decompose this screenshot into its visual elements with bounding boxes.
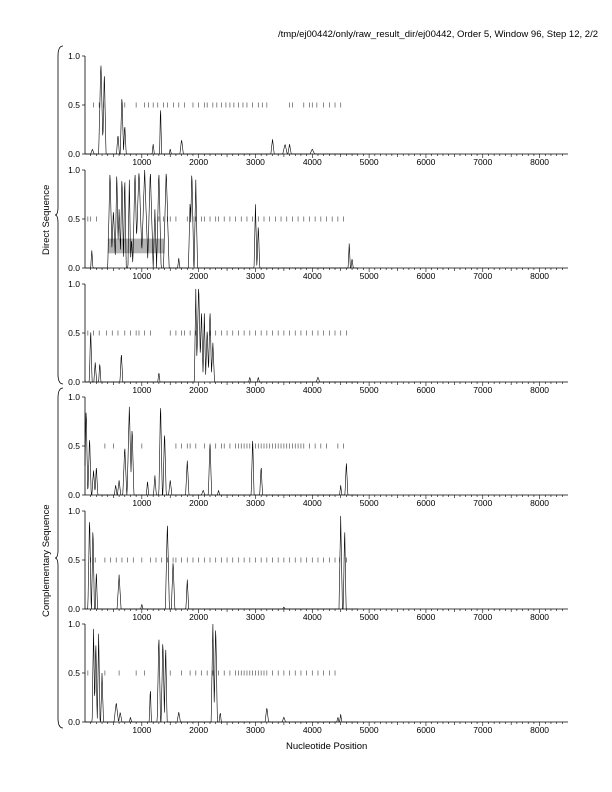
panel-2: 0.0 0.5 1.0 1000 2000 3000 4000 5000 6000 7000 800… xyxy=(68,165,568,281)
x-tick-label: 8000 xyxy=(530,385,549,395)
series-line xyxy=(85,65,358,155)
x-tick-label: 8000 xyxy=(530,612,549,622)
series-line xyxy=(85,169,358,269)
y-tick-label: 0.0 xyxy=(68,604,80,614)
x-tick-label: 6000 xyxy=(416,271,435,281)
x-tick-label: 7000 xyxy=(473,498,492,508)
x-tick-label: 4000 xyxy=(303,498,322,508)
y-tick-label: 0.5 xyxy=(68,441,80,451)
x-tick-label: 2000 xyxy=(189,725,208,735)
panel-3: 0.0 0.5 1.0 1000 2000 3000 4000 5000 6000 7000 800… xyxy=(68,279,568,395)
series-line xyxy=(85,623,358,723)
panel-5: 0.0 0.5 1.0 1000 2000 3000 4000 5000 6000 7000 800… xyxy=(68,506,568,622)
series-line xyxy=(85,515,358,610)
x-tick-label: 7000 xyxy=(473,612,492,622)
x-axis-title: Nucleotide Position xyxy=(286,741,368,752)
x-tick-label: 1000 xyxy=(132,725,151,735)
x-tick-label: 3000 xyxy=(246,157,265,167)
x-tick-label: 4000 xyxy=(303,612,322,622)
x-tick-label: 3000 xyxy=(246,271,265,281)
y-tick-label: 0.0 xyxy=(68,149,80,159)
x-tick-label: 2000 xyxy=(189,271,208,281)
y-tick-label: 1.0 xyxy=(68,619,80,629)
y-tick-label: 0.0 xyxy=(68,377,80,387)
x-tick-label: 6000 xyxy=(416,498,435,508)
figure-header: /tmp/ej00442/only/raw_result_dir/ej00442… xyxy=(277,29,598,40)
y-tick-label: 0.0 xyxy=(68,490,80,500)
x-tick-label: 4000 xyxy=(303,385,322,395)
x-tick-label: 1000 xyxy=(132,385,151,395)
x-tick-label: 3000 xyxy=(246,725,265,735)
complementary-sequence-label: Complementary Sequence xyxy=(41,504,52,617)
x-tick-label: 5000 xyxy=(360,725,379,735)
x-tick-label: 6000 xyxy=(416,725,435,735)
y-tick-label: 1.0 xyxy=(68,51,80,61)
y-tick-label: 0.5 xyxy=(68,214,80,224)
x-tick-label: 8000 xyxy=(530,271,549,281)
x-tick-label: 3000 xyxy=(246,612,265,622)
panel-4: 0.0 0.5 1.0 1000 2000 3000 4000 5000 6000 7000 800… xyxy=(68,392,568,508)
y-tick-label: 1.0 xyxy=(68,165,80,175)
series-line xyxy=(85,288,358,383)
x-tick-label: 2000 xyxy=(189,498,208,508)
complementary-group-brace xyxy=(54,387,64,729)
y-tick-label: 0.0 xyxy=(68,263,80,273)
x-tick-label: 5000 xyxy=(360,385,379,395)
y-tick-label: 0.5 xyxy=(68,100,80,110)
y-tick-label: 0.5 xyxy=(68,328,80,338)
x-tick-label: 7000 xyxy=(473,271,492,281)
y-tick-label: 1.0 xyxy=(68,279,80,289)
x-tick-label: 7000 xyxy=(473,725,492,735)
panel-6: 0.0 0.5 1.0 1000 2000 3000 4000 5000 6000 7000 800… xyxy=(68,619,568,735)
x-tick-label: 6000 xyxy=(416,157,435,167)
x-tick-label: 5000 xyxy=(360,612,379,622)
x-tick-label: 4000 xyxy=(303,725,322,735)
x-tick-label: 5000 xyxy=(360,271,379,281)
x-tick-label: 5000 xyxy=(360,157,379,167)
x-tick-label: 1000 xyxy=(132,612,151,622)
panel-1: 0.0 0.5 1.0 1000 2000 3000 4000 5000 6000 7000 800… xyxy=(68,51,568,167)
y-tick-label: 0.5 xyxy=(68,668,80,678)
y-tick-label: 1.0 xyxy=(68,392,80,402)
x-tick-label: 8000 xyxy=(530,157,549,167)
x-tick-label: 3000 xyxy=(246,498,265,508)
y-tick-label: 1.0 xyxy=(68,506,80,516)
y-tick-label: 0.0 xyxy=(68,717,80,727)
x-tick-label: 1000 xyxy=(132,157,151,167)
x-tick-label: 7000 xyxy=(473,385,492,395)
x-tick-label: 2000 xyxy=(189,157,208,167)
series-line xyxy=(84,406,358,496)
x-tick-label: 6000 xyxy=(416,385,435,395)
direct-group-brace xyxy=(54,45,64,385)
x-tick-label: 1000 xyxy=(132,271,151,281)
x-tick-label: 8000 xyxy=(530,498,549,508)
x-tick-label: 8000 xyxy=(530,725,549,735)
y-tick-label: 0.5 xyxy=(68,555,80,565)
x-tick-label: 4000 xyxy=(303,157,322,167)
x-tick-label: 2000 xyxy=(189,385,208,395)
x-tick-label: 6000 xyxy=(416,612,435,622)
x-tick-label: 3000 xyxy=(246,385,265,395)
x-tick-label: 7000 xyxy=(473,157,492,167)
x-tick-label: 2000 xyxy=(189,612,208,622)
x-tick-label: 4000 xyxy=(303,271,322,281)
highlight-box xyxy=(107,238,165,254)
direct-sequence-label: Direct Sequence xyxy=(41,184,52,255)
x-tick-label: 1000 xyxy=(132,498,151,508)
x-tick-label: 5000 xyxy=(360,498,379,508)
